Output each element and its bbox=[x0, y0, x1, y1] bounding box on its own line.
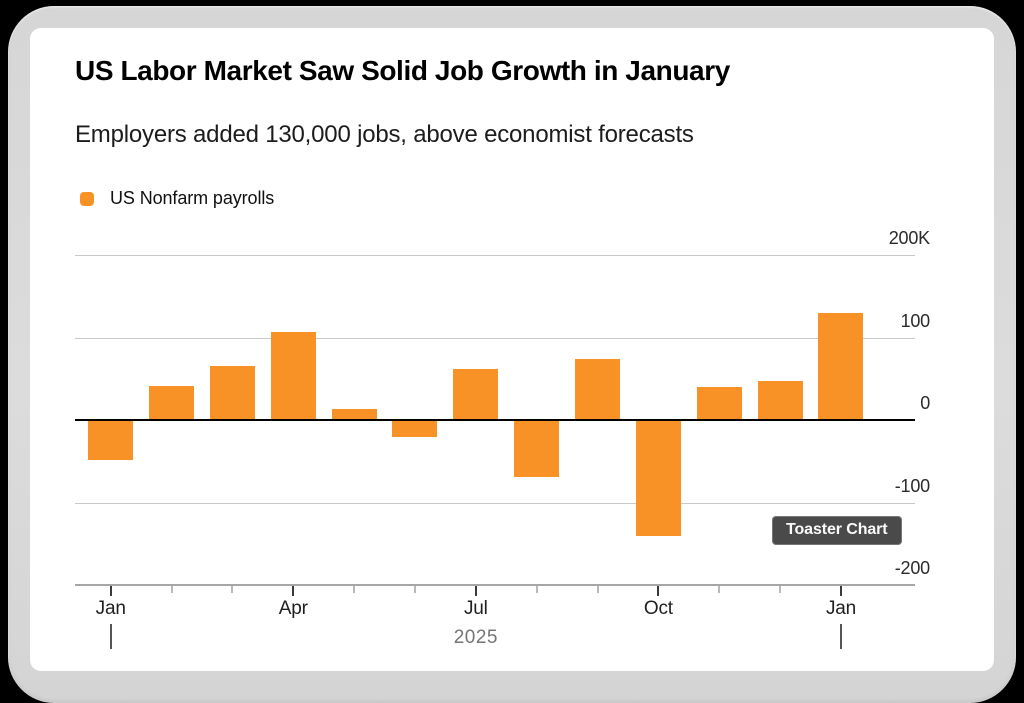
x-axis-tick bbox=[170, 586, 173, 593]
year-divider-mark bbox=[839, 624, 842, 649]
x-axis-tick bbox=[779, 586, 782, 593]
bar-mar-2025[interactable] bbox=[209, 365, 255, 420]
y-axis-tick-label: 100 bbox=[900, 310, 931, 331]
bar-jan-2025[interactable] bbox=[88, 420, 134, 461]
bar-jul-2025[interactable] bbox=[453, 368, 499, 420]
x-axis-tick bbox=[596, 586, 599, 593]
x-axis-tick bbox=[353, 586, 356, 593]
y-axis-tick-label: 200K bbox=[888, 228, 930, 248]
page-subtitle: Employers added 130,000 jobs, above econ… bbox=[75, 121, 694, 148]
x-axis-tick bbox=[535, 586, 538, 593]
zero-line bbox=[75, 419, 915, 421]
toaster-chart-badge[interactable]: Toaster Chart bbox=[772, 516, 902, 545]
page-title: US Labor Market Saw Solid Job Growth in … bbox=[75, 55, 730, 86]
bar-apr-2025[interactable] bbox=[270, 331, 316, 420]
x-axis-tick-label: Apr bbox=[278, 598, 308, 619]
x-axis-tick bbox=[292, 586, 295, 596]
x-axis-tick bbox=[413, 586, 416, 593]
x-axis-tick-label: Jan bbox=[95, 598, 126, 619]
y-axis-tick-label: -200 bbox=[894, 558, 930, 578]
y-axis-tick-label: -100 bbox=[894, 475, 930, 496]
chart-card: US Labor Market Saw Solid Job Growth in … bbox=[30, 28, 994, 671]
bar-jun-2025[interactable] bbox=[392, 420, 438, 437]
legend-swatch-icon bbox=[80, 191, 94, 206]
y-axis-tick-label: 0 bbox=[920, 393, 930, 413]
legend-label: US Nonfarm payrolls bbox=[110, 188, 275, 208]
bar-nov-2025[interactable] bbox=[696, 387, 742, 420]
gridline bbox=[75, 255, 915, 256]
bar-dec-2025[interactable] bbox=[757, 381, 803, 420]
x-axis-tick bbox=[657, 586, 660, 596]
bar-sep-2025[interactable] bbox=[575, 358, 621, 420]
year-label: 2025 bbox=[453, 627, 498, 648]
gridline bbox=[75, 337, 915, 339]
bar-may-2025[interactable] bbox=[331, 409, 377, 420]
x-axis-tick-label: Jan bbox=[825, 598, 856, 619]
gridline bbox=[75, 502, 915, 504]
bar-jan-2026[interactable] bbox=[818, 312, 864, 420]
legend: US Nonfarm payrolls bbox=[80, 188, 274, 209]
x-axis-tick bbox=[231, 586, 234, 593]
x-axis-line bbox=[75, 584, 915, 586]
x-axis-tick bbox=[839, 586, 842, 596]
x-axis-tick-label: Oct bbox=[643, 598, 673, 619]
bar-oct-2025[interactable] bbox=[635, 420, 681, 536]
bar-aug-2025[interactable] bbox=[514, 420, 560, 477]
x-axis-tick-label: Jul bbox=[463, 598, 488, 619]
x-axis-tick bbox=[718, 586, 721, 593]
bar-chart: 200K 100 0 -100 -200 Jan Apr Jul Oct Jan 2025 bbox=[30, 28, 994, 671]
x-axis-tick bbox=[474, 586, 477, 596]
x-axis-tick bbox=[109, 586, 112, 596]
bar-feb-2025[interactable] bbox=[149, 386, 195, 420]
year-divider-mark bbox=[109, 624, 112, 649]
